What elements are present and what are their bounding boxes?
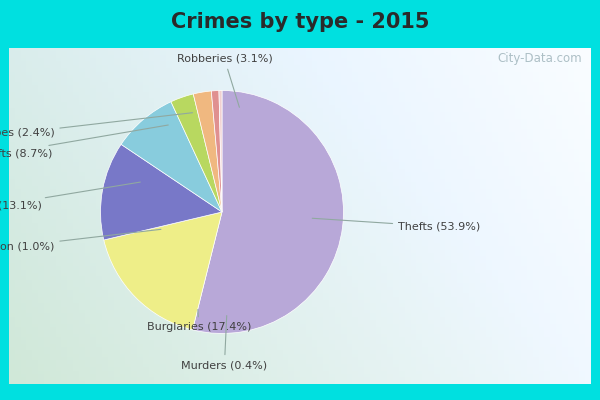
Text: Rapes (2.4%): Rapes (2.4%) (0, 113, 193, 138)
Text: Thefts (53.9%): Thefts (53.9%) (312, 218, 481, 232)
Wedge shape (193, 90, 343, 334)
Text: Assaults (13.1%): Assaults (13.1%) (0, 182, 140, 211)
Wedge shape (193, 91, 222, 212)
Text: Murders (0.4%): Murders (0.4%) (181, 316, 268, 370)
Text: Burglaries (17.4%): Burglaries (17.4%) (146, 310, 251, 332)
Wedge shape (104, 212, 222, 330)
Text: Robberies (3.1%): Robberies (3.1%) (176, 54, 272, 107)
Wedge shape (101, 144, 222, 240)
Wedge shape (171, 94, 222, 212)
Text: Crimes by type - 2015: Crimes by type - 2015 (171, 12, 429, 32)
Wedge shape (121, 102, 222, 212)
Wedge shape (219, 90, 222, 212)
Wedge shape (211, 90, 222, 212)
Text: Auto thefts (8.7%): Auto thefts (8.7%) (0, 125, 168, 159)
Text: City-Data.com: City-Data.com (497, 52, 582, 65)
Text: Arson (1.0%): Arson (1.0%) (0, 229, 161, 251)
